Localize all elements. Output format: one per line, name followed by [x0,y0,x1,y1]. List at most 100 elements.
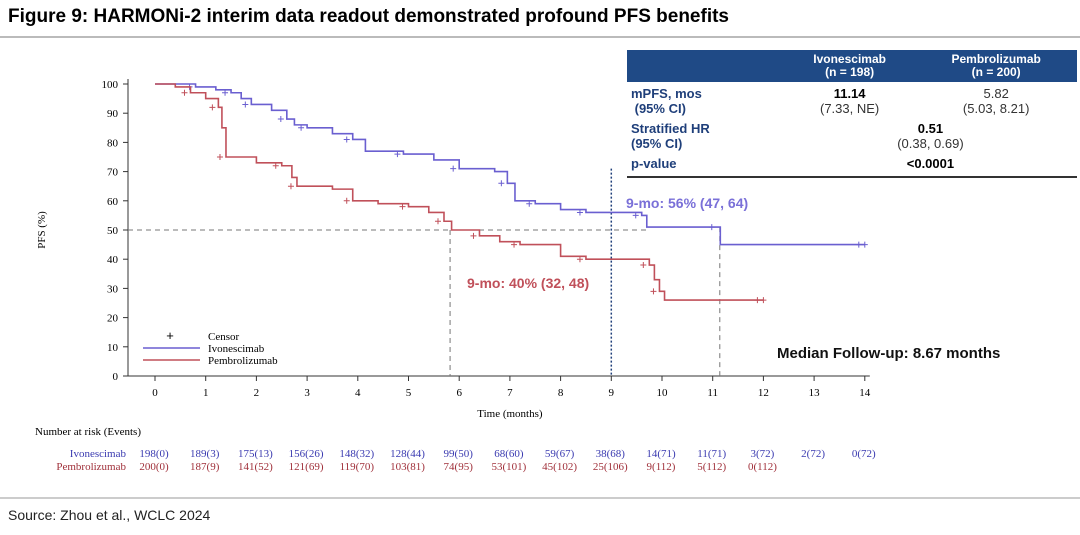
header-ivo: Ivonescimab [813,52,886,66]
risk-cell: 103(81) [390,461,425,473]
x-tick-label: 12 [758,387,769,399]
censor-mark [394,151,401,158]
censor-mark [242,101,249,108]
censor-mark [526,200,533,207]
header-ivo-n: (n = 198) [825,65,875,79]
p-label: p-value [631,156,677,171]
censor-mark [640,262,647,269]
censor-mark [209,104,216,111]
censor-mark [343,136,350,143]
censor-mark [511,241,518,248]
hr-label: Stratified HR [631,121,710,136]
p-value: <0.0001 [906,156,955,171]
risk-cell: 119(70) [340,461,375,473]
hr-value: 0.51 [917,121,944,136]
risk-cell: 0(72) [852,448,876,460]
x-tick-label: 7 [507,387,513,399]
x-tick-label: 11 [707,387,718,399]
y-tick-label: 60 [107,196,119,208]
risk-cell: 128(44) [390,448,425,460]
risk-cell: 156(26) [289,448,324,460]
y-tick-label: 30 [107,283,119,295]
censor-mark [632,212,639,219]
risk-cell: 45(102) [542,461,577,473]
censor-mark [450,165,457,172]
y-axis-label: PFS (%) [36,211,48,249]
risk-cell: 68(60) [494,448,524,460]
x-tick-label: 10 [657,387,669,399]
risk-cell: 189(3) [190,448,220,460]
divider [0,36,1080,38]
mpfs-label: mPFS, mos [631,86,702,101]
risk-cell: 25(106) [593,461,628,473]
censor-legend-symbol: + [166,328,174,343]
censor-mark [287,183,294,190]
ci-label: (95% CI) [634,101,686,116]
x-tick-label: 5 [406,387,412,399]
mpfs-pem: 5.82 [983,86,1009,101]
risk-cell: 2(72) [801,448,825,460]
censor-mark [216,154,223,160]
censor-mark [708,224,715,231]
hr-ci-label: (95% CI) [631,136,683,151]
y-tick-label: 10 [107,342,119,354]
results-table: Ivonescimab (n = 198) Pembrolizumab (n = 20… [627,50,1077,178]
risk-cell: 141(52) [238,461,273,473]
censor-mark [855,241,862,248]
censor-mark [861,241,868,248]
risk-cell: 5(112) [697,461,726,473]
censor-mark [576,256,583,263]
x-tick-label: 6 [456,387,462,399]
risk-row-label: Pembrolizumab [56,461,126,473]
x-tick-label: 8 [558,387,564,399]
legend-label-ivonescimab: Ivonescimab [208,343,265,355]
censor-mark [272,162,279,169]
risk-cell: 198(0) [139,448,169,460]
source-note: Source: Zhou et al., WCLC 2024 [8,507,211,523]
x-tick-label: 0 [152,387,158,399]
risk-cell: 0(112) [748,461,777,473]
x-tick-label: 1 [203,387,209,399]
censor-mark [343,197,350,204]
censor-mark [650,288,657,295]
y-tick-label: 70 [107,167,119,179]
censor-mark [399,203,406,210]
mpfs-ivo-ci: (7.33, NE) [819,101,880,116]
x-tick-label: 9 [609,387,615,399]
header-pem: Pembrolizumab [951,52,1041,66]
divider [0,497,1080,499]
hr-ci: (0.38, 0.69) [897,136,964,151]
risk-cell: 9(112) [647,461,676,473]
censor-mark [434,218,441,225]
censor-mark [298,124,305,131]
x-axis-label: Time (months) [477,408,543,420]
y-tick-label: 80 [107,137,119,149]
header-pem-n: (n = 200) [971,65,1021,79]
mpfs-ivo: 11.14 [833,86,866,101]
risk-cell: 187(9) [190,461,220,473]
risk-cell: 53(101) [491,461,526,473]
ivo-9mo-annotation: 9-mo: 56% (47, 64) [626,195,748,211]
risk-cell: 148(32) [339,448,374,460]
risk-row-label: Ivonescimab [70,448,127,460]
legend-label-pembrolizumab: Pembrolizumab [208,355,278,367]
risk-cell: 121(69) [289,461,324,473]
series-line-pembrolizumab [155,83,764,301]
risk-cell: 175(13) [238,448,273,460]
pem-9mo-annotation: 9-mo: 40% (32, 48) [467,275,589,291]
censor-mark [498,180,505,187]
y-tick-label: 20 [107,313,119,325]
y-tick-label: 40 [107,254,119,266]
risk-cell: 14(71) [646,448,676,460]
censor-mark [277,116,284,123]
risk-cell: 38(68) [596,448,626,460]
risk-cell: 11(71) [697,448,726,460]
y-tick-label: 50 [107,225,119,237]
series-line-ivonescimab [155,83,865,246]
censor-mark [181,89,188,96]
y-tick-label: 100 [102,79,119,91]
risk-cell: 3(72) [750,448,774,460]
risk-table-title: Number at risk (Events) [35,426,141,438]
y-tick-label: 0 [113,371,119,383]
